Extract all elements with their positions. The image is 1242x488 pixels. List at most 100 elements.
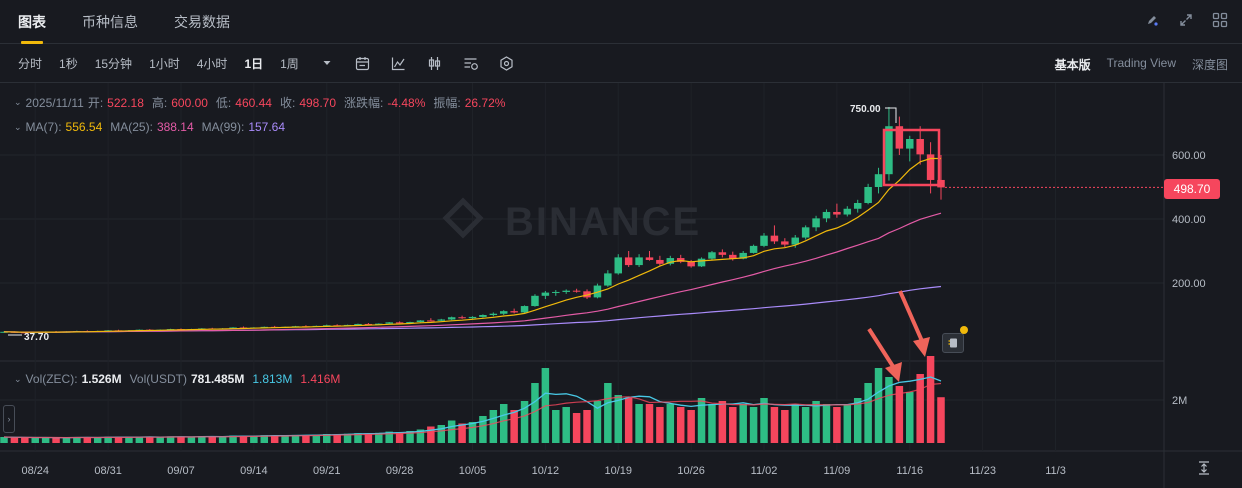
candlestick-chart[interactable]: BINANCE 750.00 37.70: [0, 83, 1242, 488]
timeframe-1w[interactable]: 1周: [280, 56, 299, 71]
volume-bar: [291, 434, 300, 443]
volume-usdt-value: 781.485M: [190, 372, 245, 386]
chevron-down-icon[interactable]: ⌄: [14, 121, 22, 132]
candle-body: [468, 316, 477, 319]
candle-body: [499, 311, 508, 314]
volume-bar: [697, 398, 706, 443]
view-depth[interactable]: 深度图: [1191, 58, 1228, 72]
candle-type-icon[interactable]: [427, 55, 443, 71]
volume-bar: [343, 433, 352, 443]
change-value: -4.48%: [387, 95, 426, 110]
volume-bar: [395, 432, 404, 443]
timeframe-1d[interactable]: 1日: [244, 56, 264, 71]
view-basic[interactable]: 基本版: [1054, 58, 1091, 72]
alert-button[interactable]: [942, 333, 964, 353]
tab-trading-data[interactable]: 交易数据: [174, 14, 230, 30]
date-tick: 10/19: [604, 465, 632, 477]
layout-grid-icon[interactable]: [1212, 12, 1228, 28]
date-tick: 09/14: [240, 465, 268, 477]
chevron-down-icon[interactable]: ⌄: [14, 373, 22, 384]
volume-bar: [458, 423, 466, 443]
volume-bar: [926, 356, 935, 443]
volume-bar: [364, 433, 373, 443]
candle-body: [916, 139, 924, 155]
candle-body: [937, 179, 945, 188]
close-value: 498.70: [299, 95, 337, 110]
candle-body: [604, 273, 612, 286]
date-tick: 08/24: [21, 465, 49, 477]
candle-body: [708, 252, 716, 259]
date-tick: 10/12: [532, 465, 560, 477]
volume-ma2-value: 1.416M: [300, 372, 341, 386]
notification-dot: [960, 326, 968, 334]
volume-bar: [146, 437, 154, 443]
indicator-icon[interactable]: [391, 55, 407, 71]
volume-bar: [906, 392, 914, 443]
volume-bar: [187, 437, 196, 443]
volume-bar: [270, 435, 279, 443]
candle-body: [926, 154, 935, 180]
volume-bar: [416, 429, 425, 443]
volume-bar: [166, 436, 175, 443]
candle-body: [562, 290, 570, 292]
date-tick: 11/3: [1045, 465, 1066, 477]
high-marker: 750.00: [850, 104, 897, 123]
amplitude-value: 26.72%: [464, 95, 506, 110]
volume-bar: [104, 436, 112, 443]
volume-bar: [218, 436, 227, 443]
date-tick: 09/28: [386, 465, 414, 477]
candle-body: [833, 211, 841, 215]
volume-bar: [781, 410, 789, 443]
candle-body: [906, 139, 914, 149]
tab-coin-info[interactable]: 币种信息: [82, 14, 138, 30]
reset-scale-button[interactable]: [1196, 460, 1212, 476]
watermark: BINANCE: [505, 200, 701, 244]
timeframe-line[interactable]: 分时: [18, 56, 43, 71]
timeframe-4h[interactable]: 4小时: [196, 56, 228, 71]
chart-area[interactable]: BINANCE 750.00 37.70: [0, 82, 1242, 488]
candle-body: [385, 322, 393, 324]
volume-bar: [645, 404, 654, 443]
timeframe-1h[interactable]: 1小时: [149, 56, 180, 71]
volume-bar: [885, 377, 893, 443]
chart-settings-icon[interactable]: [463, 55, 479, 71]
notebook-icon: [948, 338, 957, 348]
candle-body: [760, 235, 768, 246]
candle-body: [427, 320, 435, 322]
high-value: 600.00: [171, 95, 208, 110]
volume-bar: [354, 433, 362, 443]
chevron-down-icon[interactable]: ⌄: [14, 97, 22, 107]
volume-bar: [572, 413, 581, 443]
candle-body: [801, 227, 810, 238]
top-tabs: 图表 币种信息 交易数据: [0, 0, 1242, 44]
volume-bar: [739, 404, 747, 443]
candle-body: [874, 174, 883, 187]
volume-bar: [520, 401, 529, 443]
volume-bar: [760, 398, 768, 443]
volume-bar: [833, 407, 841, 443]
candle-body: [635, 257, 643, 266]
timeframe-1s[interactable]: 1秒: [59, 56, 78, 71]
date-tick: 10/26: [677, 465, 705, 477]
tab-chart[interactable]: 图表: [18, 0, 46, 44]
annotation-arrow-left: [867, 327, 902, 382]
view-tradingview[interactable]: Trading View: [1106, 56, 1176, 70]
view-switch: 基本版 Trading View 深度图: [1055, 56, 1228, 73]
legend-date: 2025/11/11: [25, 95, 84, 110]
settings-hex-icon[interactable]: [499, 55, 515, 71]
expand-panel-button[interactable]: ›: [3, 405, 15, 433]
candle-body: [364, 323, 373, 325]
dropdown-caret-icon[interactable]: [319, 55, 335, 71]
pencil-icon[interactable]: [1144, 12, 1160, 28]
volume-bar: [499, 404, 508, 443]
volume-bar: [791, 404, 799, 443]
calendar-icon[interactable]: [355, 55, 371, 71]
volume-bar: [302, 435, 310, 443]
volume-bar: [874, 368, 883, 443]
volume-zec-value: 1.526M: [81, 372, 122, 386]
timeframe-15m[interactable]: 15分钟: [94, 56, 133, 71]
volume-bar: [208, 436, 216, 443]
low-marker: 37.70: [8, 332, 49, 343]
expand-icon[interactable]: [1178, 12, 1194, 28]
candle-body: [416, 320, 425, 323]
